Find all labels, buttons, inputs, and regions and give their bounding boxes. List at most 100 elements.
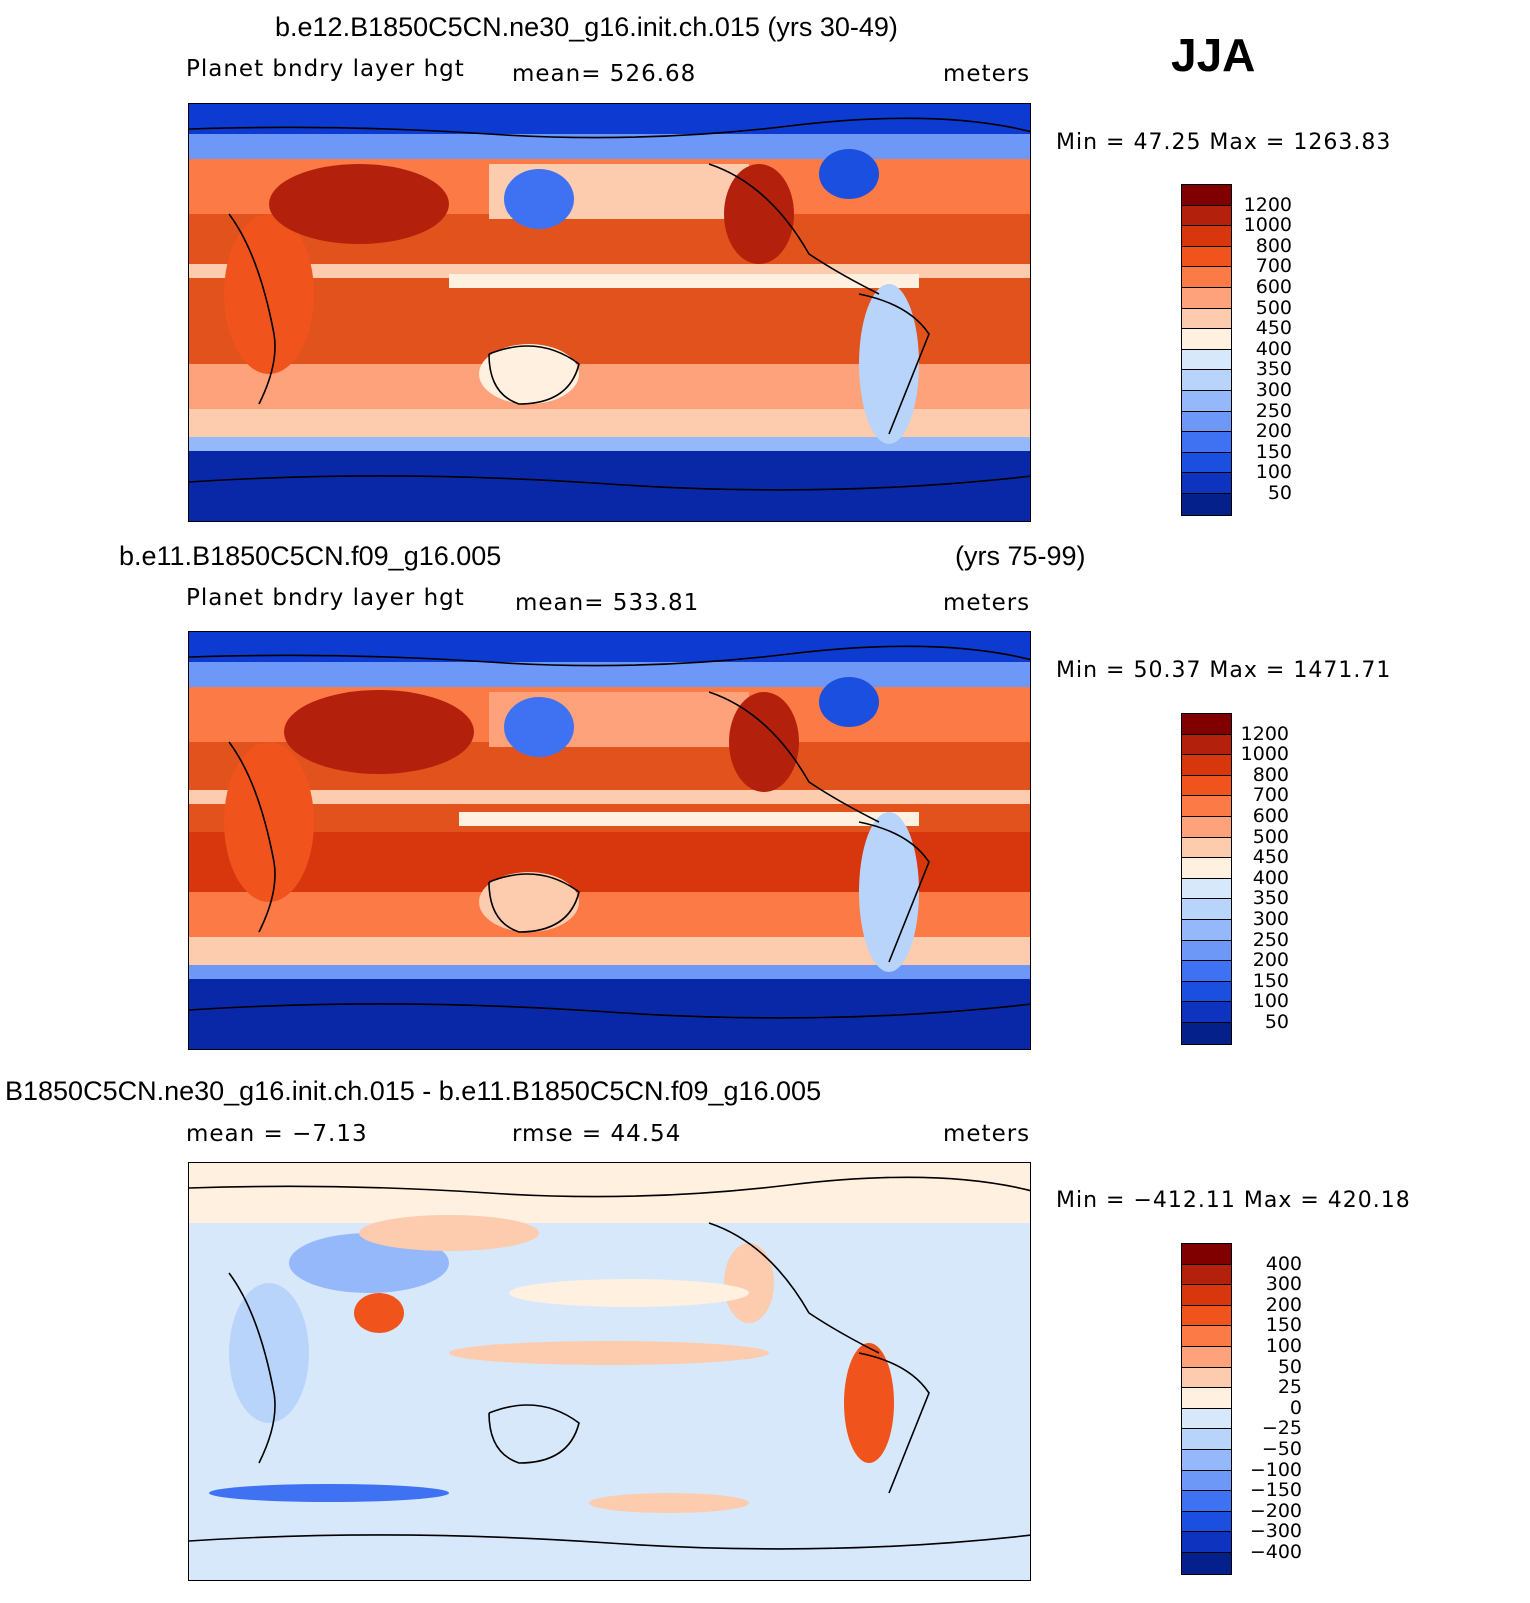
panel3-map-field	[189, 1163, 1030, 1580]
africa-coastline	[228, 1272, 276, 1464]
colorbar-tick-label: 350	[1252, 887, 1289, 910]
colorbar-tick-label: 600	[1252, 805, 1289, 827]
colorbar-tick-label: 100	[1255, 461, 1292, 484]
panel2-minmax-label: Min = 50.37 Max = 1471.71	[1056, 658, 1392, 683]
colorbar-cell	[1182, 185, 1231, 206]
southern-subpolar-band	[189, 437, 1030, 451]
colorbar-cell	[1182, 940, 1231, 962]
colorbar-cell	[1182, 1429, 1231, 1450]
colorbar-tick-label: 1200	[1240, 722, 1289, 745]
colorbar-tick-label: −100	[1249, 1458, 1302, 1481]
north-america-coastline	[708, 1222, 880, 1354]
panel3-map	[188, 1162, 1031, 1581]
colorbar-cell	[1182, 1367, 1231, 1389]
panel3-colorbar	[1181, 1243, 1232, 1575]
panel3-colorbar-labels: 400 300 200 150 100 50 25 0 −25 −50 −100 −150 −200 −3…	[1232, 1243, 1302, 1573]
colorbar-cell	[1182, 205, 1231, 227]
africa-region	[224, 214, 314, 374]
panel2-units-label: meters	[943, 590, 1031, 616]
colorbar-cell	[1182, 370, 1231, 391]
colorbar-tick-label: 800	[1255, 234, 1292, 257]
south-america-coastline	[858, 821, 930, 963]
colorbar-tick-label: −300	[1249, 1520, 1302, 1543]
north-america-coastline	[708, 691, 880, 823]
colorbar-cell	[1182, 796, 1231, 817]
australia-coastline	[488, 1404, 580, 1464]
africa-region	[229, 1283, 309, 1423]
colorbar-tick-label: 250	[1252, 928, 1289, 951]
colorbar-cell	[1182, 329, 1231, 350]
panel3-rmse-label: rmse = 44.54	[512, 1121, 682, 1147]
colorbar-tick-label: 150	[1265, 1314, 1302, 1337]
australia-coastline	[488, 345, 580, 405]
colorbar-cell	[1182, 1346, 1231, 1368]
colorbar-cell	[1182, 452, 1231, 474]
panel1-title: b.e12.B1850C5CN.ne30_g16.init.ch.015 (yr…	[275, 12, 898, 42]
andes-positive-region	[844, 1343, 894, 1463]
colorbar-cell	[1182, 837, 1231, 859]
colorbar-cell	[1182, 1326, 1231, 1347]
colorbar-cell	[1182, 308, 1231, 330]
colorbar-cell	[1182, 1285, 1231, 1306]
colorbar-cell	[1182, 1244, 1231, 1265]
asia-hot-region	[284, 690, 474, 774]
africa-coastline	[228, 741, 276, 933]
south-america-region	[859, 284, 919, 444]
colorbar-cell	[1182, 226, 1231, 247]
colorbar-cell	[1182, 919, 1231, 941]
colorbar-cell	[1182, 1552, 1231, 1574]
colorbar-tick-label: 100	[1252, 990, 1289, 1013]
colorbar-cell	[1182, 878, 1231, 900]
season-label: JJA	[1171, 29, 1256, 81]
colorbar-cell	[1182, 858, 1231, 879]
colorbar-tick-label: 450	[1255, 317, 1292, 340]
colorbar-tick-label: 250	[1255, 399, 1292, 422]
colorbar-cell	[1182, 1022, 1231, 1044]
colorbar-tick-label: −400	[1249, 1541, 1302, 1563]
colorbar-tick-label: −25	[1261, 1417, 1302, 1440]
nw-pacific-cool-region	[504, 697, 574, 757]
colorbar-cell	[1182, 349, 1231, 371]
colorbar-cell	[1182, 432, 1231, 453]
colorbar-tick-label: 150	[1252, 969, 1289, 992]
australia-coastline	[488, 873, 580, 933]
south-america-coastline	[858, 293, 930, 435]
north-america-hot-region	[729, 692, 799, 792]
colorbar-cell	[1182, 899, 1231, 920]
south-america-region	[859, 812, 919, 972]
africa-coastline	[228, 213, 276, 405]
colorbar-tick-label: 300	[1265, 1273, 1302, 1296]
nasia-positive-band	[359, 1215, 539, 1251]
antarctica-coastline	[189, 1003, 1030, 1019]
india-positive-region	[354, 1293, 404, 1333]
panel2-colorbar	[1181, 713, 1232, 1045]
colorbar-cell	[1182, 1449, 1231, 1471]
australia-region	[479, 344, 579, 404]
south-america-coastline	[858, 1352, 930, 1494]
colorbar-tick-label: 500	[1255, 296, 1292, 319]
colorbar-tick-label: 200	[1265, 1293, 1302, 1316]
panel2-mean-label: mean= 533.81	[515, 590, 700, 616]
southern-positive-streak	[589, 1493, 749, 1513]
panel3-minmax-label: Min = −412.11 Max = 420.18	[1056, 1188, 1411, 1213]
colorbar-cell	[1182, 246, 1231, 268]
colorbar-tick-label: −150	[1249, 1479, 1302, 1502]
colorbar-tick-label: 350	[1255, 358, 1292, 381]
npacific-neutral-band	[509, 1279, 749, 1307]
colorbar-cell	[1182, 1408, 1231, 1430]
itcz-positive-band	[449, 1341, 769, 1365]
panel3-mean-label: mean = −7.13	[186, 1121, 368, 1147]
colorbar-tick-label: −50	[1261, 1438, 1302, 1460]
colorbar-cell	[1182, 1264, 1231, 1286]
colorbar-tick-label: 25	[1277, 1376, 1302, 1399]
australia-region	[479, 872, 579, 932]
panel1-colorbar-labels: 1200 1000 800 700 600 500 450 400 350 300 250 200 15…	[1232, 184, 1292, 514]
colorbar-tick-label: 200	[1255, 420, 1292, 443]
panel1-variable-label: Planet bndry layer hgt	[186, 56, 465, 82]
colorbar-tick-label: 400	[1255, 337, 1292, 360]
panel1-mean-label: mean= 526.68	[512, 61, 697, 87]
colorbar-cell	[1182, 981, 1231, 1003]
colorbar-tick-label: 800	[1252, 763, 1289, 786]
colorbar-cell	[1182, 267, 1231, 288]
equator-band	[459, 812, 919, 826]
